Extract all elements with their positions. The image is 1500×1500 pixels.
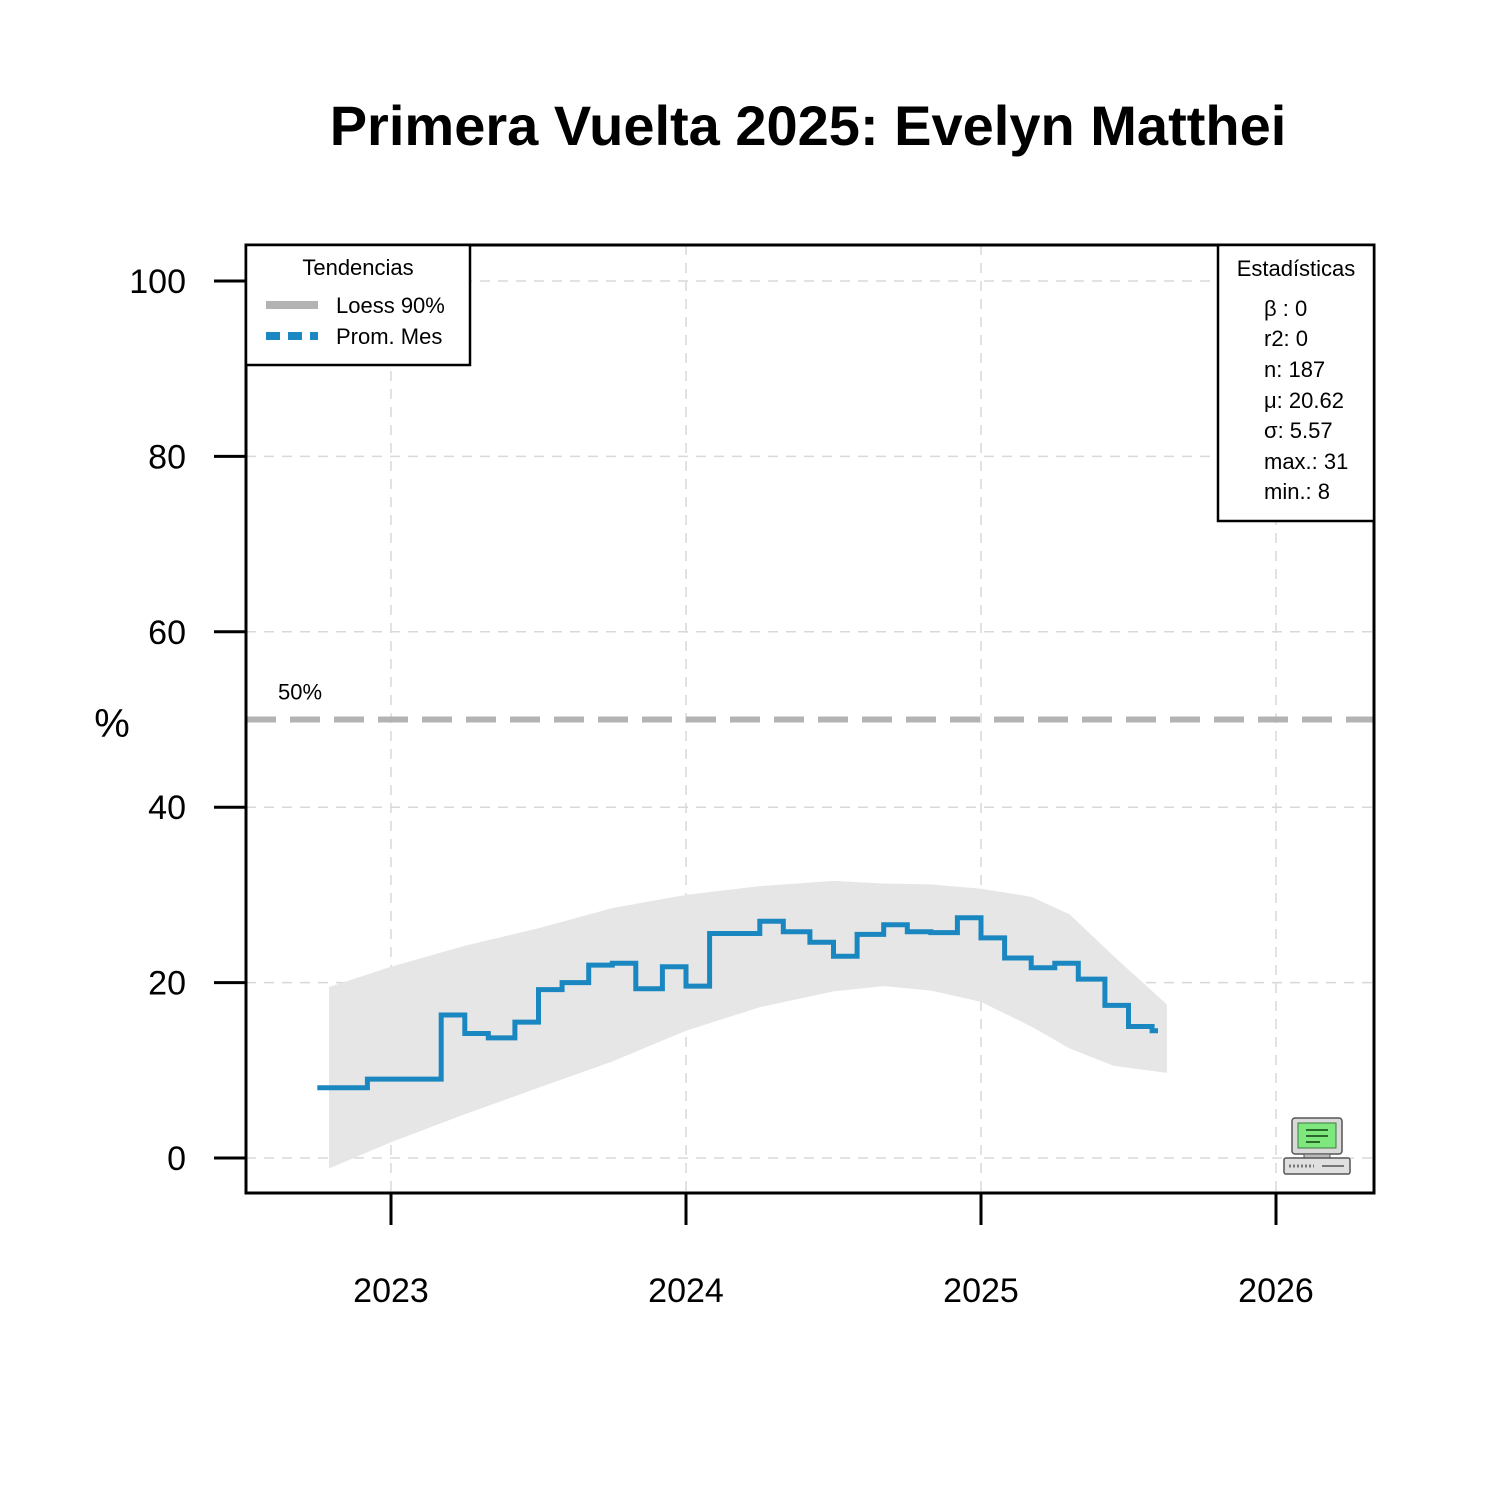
plot-frame [244, 243, 1376, 1195]
x-tick-label: 2023 [353, 1272, 429, 1310]
stats-line: σ: 5.57 [1264, 418, 1333, 443]
reference-line-label: 50% [278, 680, 322, 705]
y-tick-label: 100 [129, 263, 186, 301]
legend: Tendencias Loess 90% Prom. Mes [244, 243, 472, 367]
x-tick-label: 2024 [648, 1272, 724, 1310]
loess-band [329, 880, 1167, 1169]
computer-icon [1283, 1117, 1351, 1175]
stats-line: min.: 8 [1264, 479, 1330, 504]
series-prom-mes [317, 915, 1158, 1091]
y-tick-label: 60 [148, 614, 186, 652]
y-axis: 0 20 40 60 80 100 [129, 263, 246, 1178]
legend-label-loess: Loess 90% [336, 293, 445, 318]
x-tick-label: 2026 [1238, 1272, 1314, 1310]
stats-line: max.: 31 [1264, 449, 1348, 474]
stats-title: Estadísticas [1237, 256, 1356, 281]
x-tick-label: 2025 [943, 1272, 1019, 1310]
stats-line: β : 0 [1264, 296, 1307, 321]
x-axis: 2023 2024 2025 2026 [353, 1193, 1314, 1310]
y-axis-label: % [94, 702, 130, 746]
y-tick-label: 20 [148, 965, 186, 1003]
stats-line: μ: 20.62 [1264, 388, 1344, 413]
y-tick-label: 40 [148, 789, 186, 827]
stats-line: r2: 0 [1264, 326, 1308, 351]
stats-box: Estadísticas β : 0 r2: 0 n: 187 μ: 20.62… [1216, 243, 1376, 523]
legend-label-prom-mes: Prom. Mes [336, 324, 442, 349]
legend-title: Tendencias [302, 255, 413, 280]
y-tick-label: 80 [148, 438, 186, 476]
stats-line: n: 187 [1264, 357, 1325, 382]
stats-box-frame [1216, 243, 1376, 523]
chart-title: Primera Vuelta 2025: Evelyn Matthei [330, 94, 1287, 157]
y-tick-label: 0 [167, 1140, 186, 1178]
